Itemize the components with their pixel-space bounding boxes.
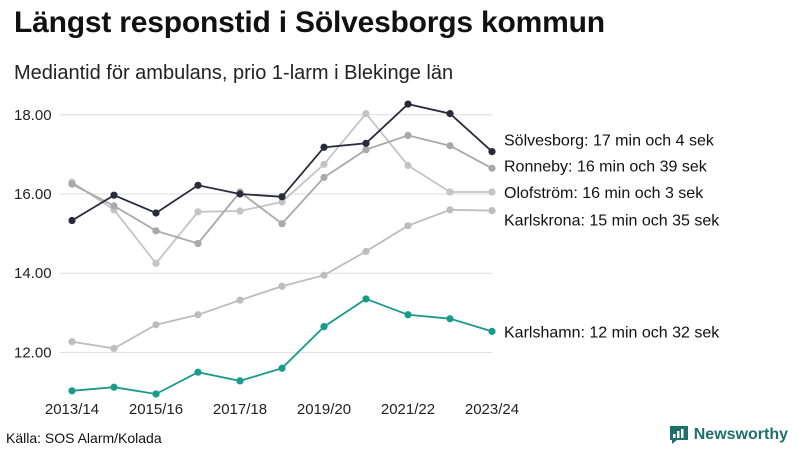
x-tick-label: 2019/20 bbox=[297, 401, 351, 418]
data-point-karlskrona bbox=[404, 222, 412, 230]
data-point-solvesborg bbox=[446, 110, 454, 118]
data-point-karlshamn bbox=[110, 383, 118, 391]
data-point-karlskrona bbox=[236, 296, 244, 304]
x-tick-label: 2023/24 bbox=[465, 401, 519, 418]
data-point-solvesborg bbox=[320, 143, 328, 151]
data-point-solvesborg bbox=[68, 216, 76, 225]
data-point-ronneby bbox=[278, 220, 286, 228]
data-point-olofstrom bbox=[446, 188, 454, 196]
y-tick-label: 14.00 bbox=[14, 265, 52, 282]
end-label-karlshamn: Karlshamn: 12 min och 32 sek bbox=[504, 324, 720, 341]
data-point-karlskrona bbox=[446, 206, 454, 214]
y-tick-label: 18.00 bbox=[14, 107, 52, 124]
data-point-karlskrona bbox=[362, 247, 370, 256]
label-layer: Olofström: 16 min och 3 sek Karlskrona: 1… bbox=[504, 133, 720, 342]
series-karlskrona bbox=[68, 206, 496, 353]
end-label-ronneby: Ronneby: 16 min och 39 sek bbox=[504, 158, 708, 175]
axis-layer: 12.00 14.00 16.00 18.00 2013/14 2015/16 2017/1… bbox=[14, 107, 519, 418]
data-point-karlshamn bbox=[404, 311, 412, 319]
y-tick-label: 12.00 bbox=[14, 344, 52, 361]
series-line-karlskrona bbox=[71, 208, 493, 350]
data-point-ronneby bbox=[68, 180, 76, 188]
data-point-ronneby bbox=[320, 173, 328, 181]
x-tick-label: 2013/14 bbox=[45, 401, 99, 418]
data-point-ronneby bbox=[110, 202, 118, 210]
brand-name: Newsworthy bbox=[693, 426, 788, 443]
data-point-karlshamn bbox=[68, 387, 76, 395]
data-point-karlskrona bbox=[488, 207, 496, 215]
data-point-karlshamn bbox=[488, 327, 496, 336]
data-point-karlshamn bbox=[194, 368, 202, 376]
data-point-olofstrom bbox=[278, 198, 286, 206]
data-point-karlshamn bbox=[278, 364, 286, 372]
data-point-olofstrom bbox=[194, 208, 202, 216]
line-chart: 12.00 14.00 16.00 18.00 2013/14 2015/16 2017/1… bbox=[14, 100, 720, 418]
data-point-olofstrom bbox=[362, 110, 370, 118]
series-ronneby bbox=[68, 131, 496, 248]
end-label-olofstrom: Olofström: 16 min och 3 sek bbox=[504, 185, 704, 202]
data-point-solvesborg bbox=[488, 148, 496, 156]
series-layer bbox=[68, 100, 496, 398]
chart-title: Längst responstid i Sölvesborgs kommun bbox=[14, 6, 605, 39]
data-point-karlshamn bbox=[236, 377, 244, 385]
data-point-ronneby bbox=[488, 164, 496, 172]
end-label-solvesborg: Sölvesborg: 17 min och 4 sek bbox=[504, 133, 715, 150]
data-point-solvesborg bbox=[278, 193, 286, 201]
data-point-karlskrona bbox=[320, 271, 328, 279]
x-tick-label: 2021/22 bbox=[381, 401, 435, 418]
series-solvesborg bbox=[68, 100, 496, 225]
y-tick-label: 16.00 bbox=[14, 186, 52, 203]
data-point-karlshamn bbox=[446, 315, 454, 323]
grid-layer bbox=[60, 114, 492, 353]
newsworthy-logo-icon bbox=[669, 426, 688, 444]
data-point-solvesborg bbox=[236, 190, 244, 198]
data-point-karlskrona bbox=[152, 321, 160, 329]
chart-subtitle: Mediantid för ambulans, prio 1-larm i Bl… bbox=[14, 62, 454, 84]
data-point-karlshamn bbox=[152, 390, 160, 398]
data-point-karlshamn bbox=[362, 295, 370, 303]
data-point-ronneby bbox=[362, 146, 370, 154]
data-point-solvesborg bbox=[404, 100, 412, 108]
data-point-solvesborg bbox=[362, 139, 370, 147]
data-point-solvesborg bbox=[110, 191, 118, 199]
end-label-karlskrona: Karlskrona: 15 min och 35 sek bbox=[504, 213, 720, 230]
series-line-karlshamn bbox=[71, 297, 493, 395]
data-point-karlskrona bbox=[68, 338, 76, 346]
data-point-olofstrom bbox=[488, 188, 496, 196]
series-olofstrom bbox=[68, 110, 496, 267]
series-karlshamn bbox=[68, 295, 496, 398]
data-point-ronneby bbox=[194, 239, 202, 248]
data-point-karlskrona bbox=[278, 282, 286, 290]
data-point-olofstrom bbox=[152, 259, 160, 267]
data-point-ronneby bbox=[446, 142, 454, 150]
series-line-olofstrom bbox=[71, 112, 492, 265]
data-point-olofstrom bbox=[236, 207, 244, 215]
data-point-karlshamn bbox=[320, 323, 328, 331]
source-note: Källa: SOS Alarm/Kolada bbox=[6, 430, 162, 446]
data-point-karlskrona bbox=[194, 311, 202, 319]
brand: Newsworthy bbox=[668, 424, 788, 446]
data-point-solvesborg bbox=[194, 181, 202, 189]
data-point-karlskrona bbox=[110, 344, 118, 353]
data-point-ronneby bbox=[152, 227, 160, 235]
x-tick-label: 2015/16 bbox=[129, 401, 183, 418]
data-point-solvesborg bbox=[152, 209, 160, 217]
data-point-olofstrom bbox=[320, 160, 328, 168]
data-point-ronneby bbox=[404, 131, 412, 139]
data-point-olofstrom bbox=[404, 161, 412, 170]
x-tick-label: 2017/18 bbox=[213, 401, 267, 418]
